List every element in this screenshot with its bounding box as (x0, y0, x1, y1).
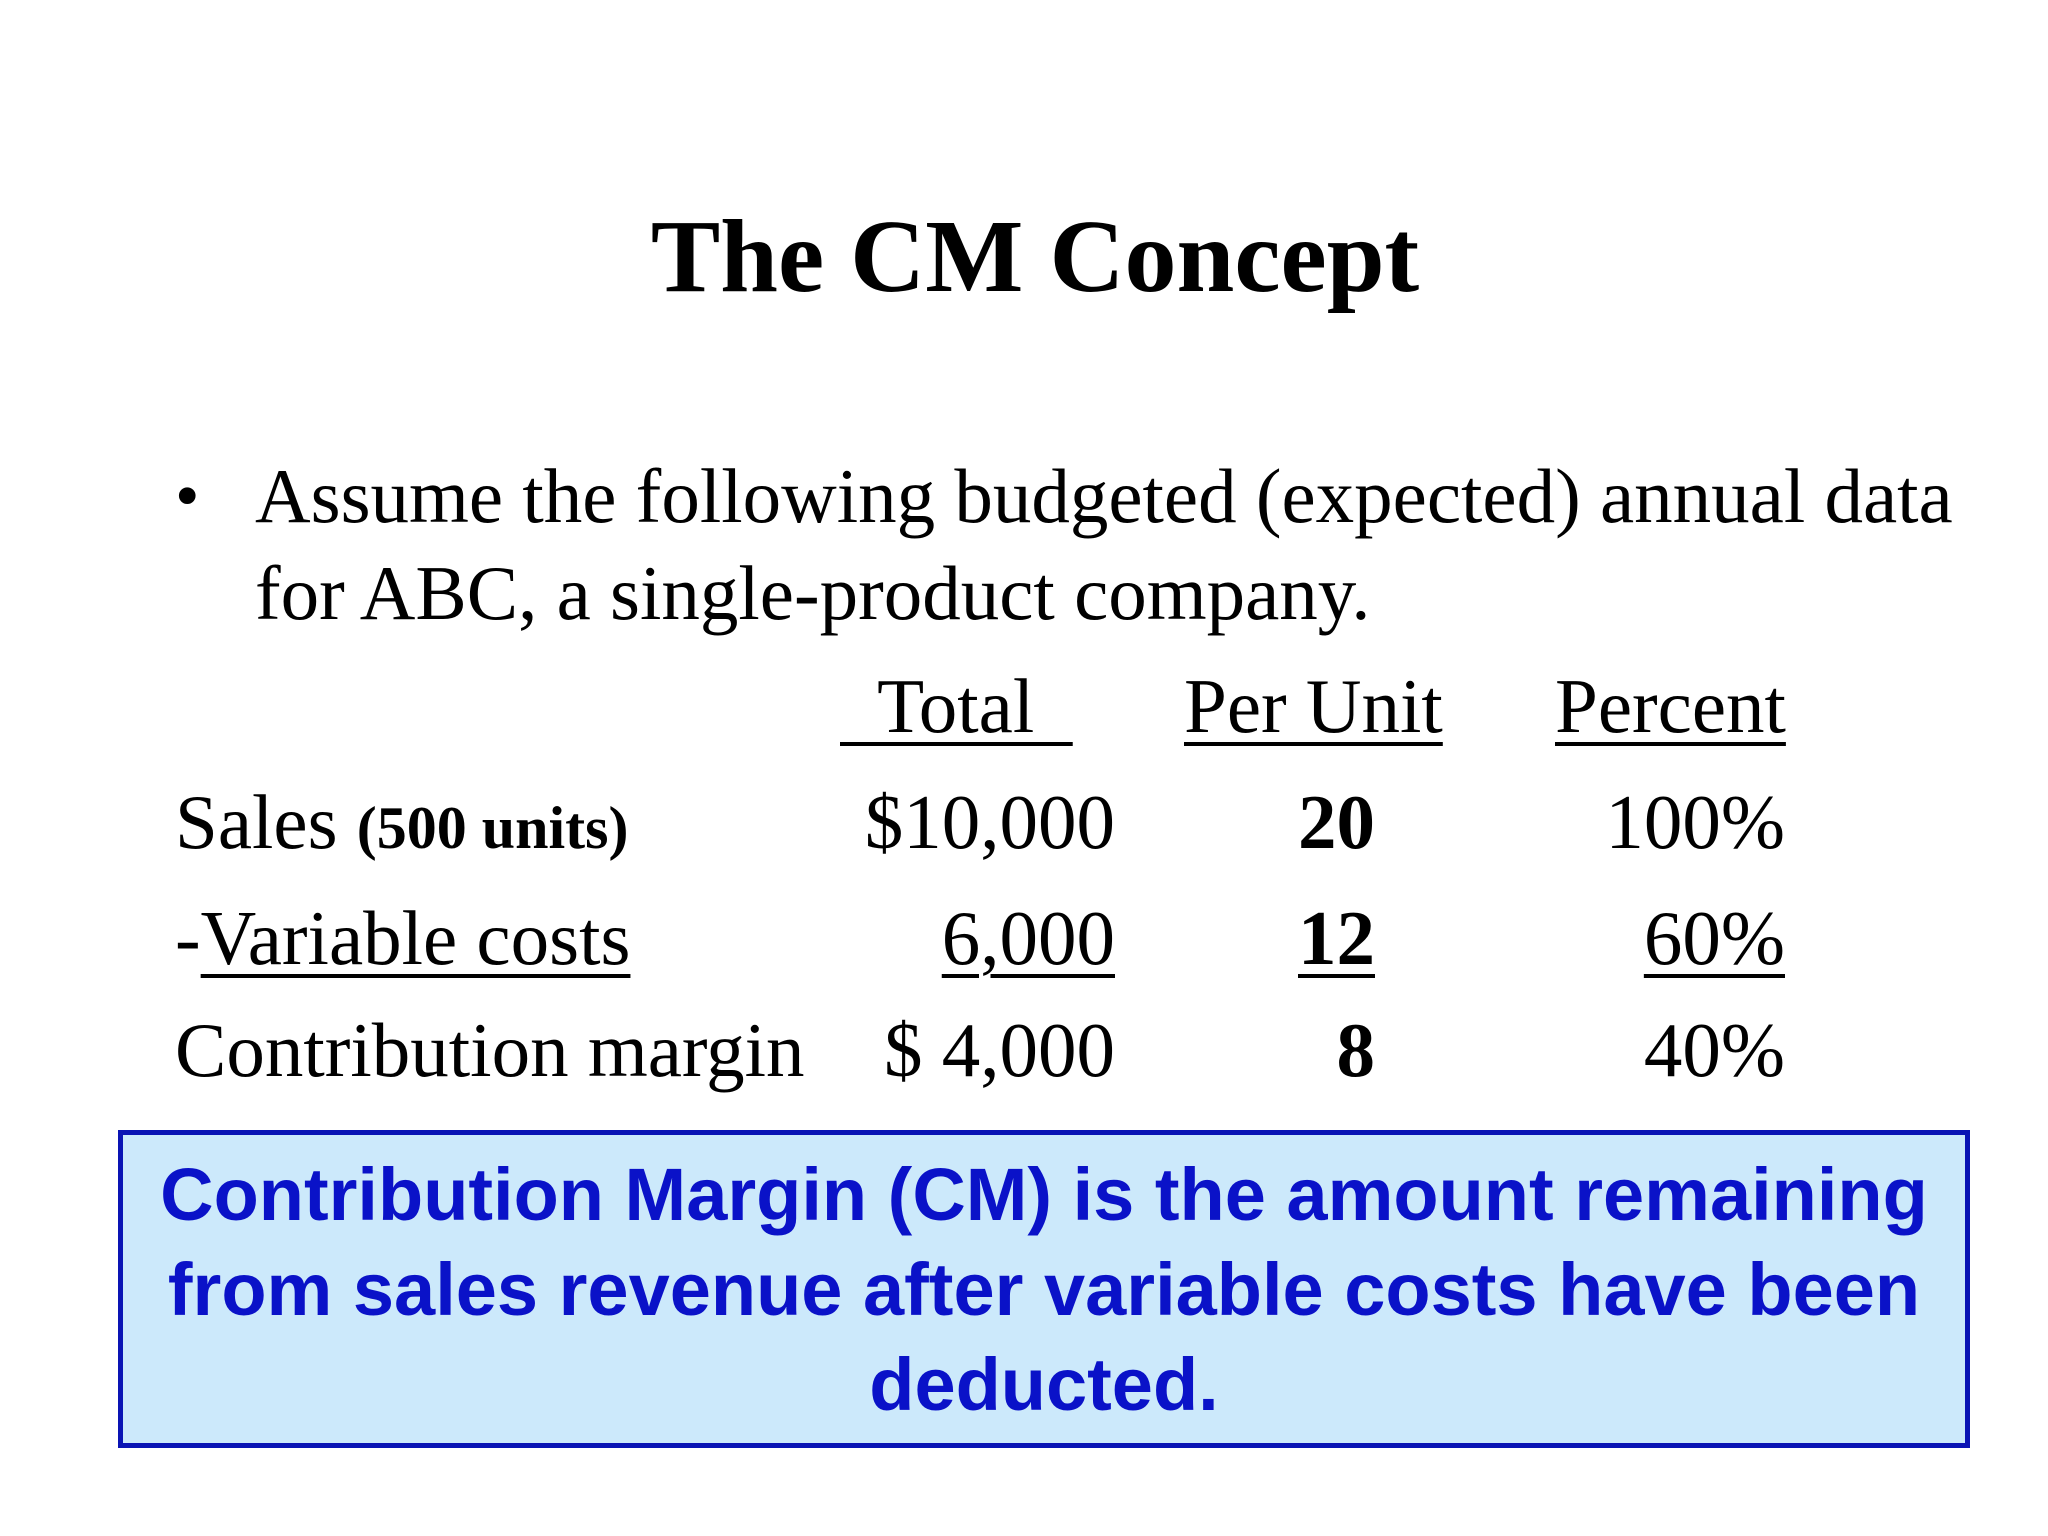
contribution-margin-total: $ 4,000 (884, 1007, 1115, 1093)
sales-per-unit: 20 (1298, 779, 1375, 865)
variable-costs-percent-wrap: 60% (1560, 900, 1785, 977)
sales-percent: 100% (1605, 779, 1785, 865)
variable-costs-per-unit: 12 (1298, 895, 1375, 981)
variable-costs-label: Variable costs (200, 895, 631, 981)
variable-costs-percent: 60% (1643, 895, 1785, 981)
sales-total: $10,000 (864, 779, 1115, 865)
variable-costs-per-unit-wrap: 12 (1210, 900, 1375, 977)
minus-sign: - (175, 895, 201, 981)
slide-title: The CM Concept (650, 199, 1420, 314)
header-per-unit: Per Unit (1184, 663, 1443, 749)
bullet-dot-icon: • (175, 458, 200, 535)
definition-text: Contribution Margin (CM) is the amount r… (160, 1152, 1928, 1426)
variable-costs-total-wrap: 6,000 (830, 900, 1115, 977)
bullet-text: Assume the following budgeted (expected)… (255, 453, 1953, 636)
row-label-sales: Sales (500 units) (175, 784, 629, 861)
definition-callout: Contribution Margin (CM) is the amount r… (118, 1130, 1970, 1448)
row-label-variable-costs: -Variable costs (175, 900, 630, 977)
contribution-margin-percent: 40% (1643, 1007, 1785, 1093)
header-total: Total (840, 663, 1073, 749)
contribution-margin-per-unit: 8 (1336, 1007, 1376, 1093)
header-percent: Percent (1555, 663, 1786, 749)
sales-label: Sales (175, 779, 357, 865)
contribution-margin-label: Contribution margin (175, 1007, 805, 1093)
units-note: (500 units) (356, 795, 629, 861)
variable-costs-total: 6,000 (941, 895, 1115, 981)
